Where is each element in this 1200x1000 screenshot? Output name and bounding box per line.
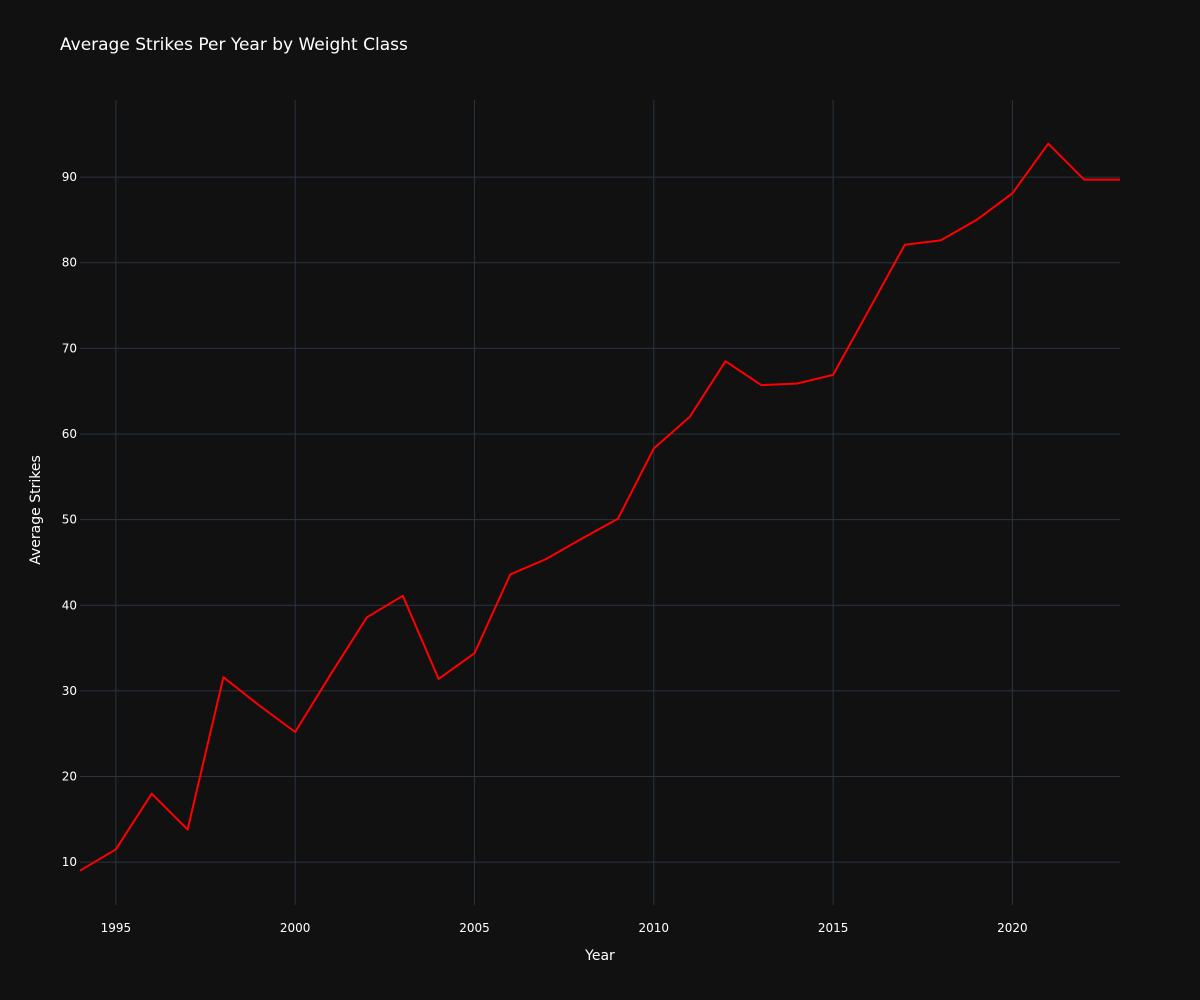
y-tick-label: 20 [62,770,77,784]
x-tick-label: 2010 [639,921,670,935]
series-line [79,142,1120,872]
y-tick-label: 40 [62,598,77,612]
x-tick-label: 2020 [997,921,1028,935]
y-tick-label: 60 [62,427,77,441]
y-tick-label: 30 [62,684,77,698]
y-tick-label: 90 [62,170,77,184]
x-tick-label: 1995 [101,921,132,935]
y-tick-label: 50 [62,513,77,527]
x-tick-label: 2015 [818,921,849,935]
y-tick-label: 70 [62,341,77,355]
x-axis-title: Year [584,948,615,964]
x-tick-label: 2000 [280,921,311,935]
y-axis-ticks: 10 20 30 40 50 60 70 80 90 [62,170,77,869]
y-tick-label: 10 [62,855,77,869]
x-tick-label: 2005 [459,921,490,935]
x-axis-ticks: 1995 2000 2005 2010 2015 2020 [101,921,1028,935]
y-axis-title: Average Strikes [28,455,44,564]
series-layer [79,142,1120,872]
grid [80,100,1120,905]
y-tick-label: 80 [62,256,77,270]
chart-title: Average Strikes Per Year by Weight Class [60,35,408,55]
